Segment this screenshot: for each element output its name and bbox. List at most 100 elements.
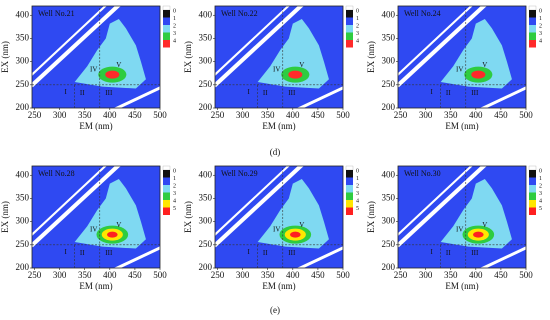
y-tick-label: 350 <box>199 33 213 43</box>
x-tick-label: 350 <box>78 270 92 280</box>
plot-frame <box>31 165 161 269</box>
colorbar-top <box>162 5 171 11</box>
y-tick-label: 400 <box>199 9 213 19</box>
plot-frame <box>214 165 344 269</box>
x-tick-label: 500 <box>153 270 167 280</box>
colorbar-label: 2 <box>539 23 542 29</box>
region-label: III <box>288 249 296 257</box>
x-tick-label: 350 <box>444 270 458 280</box>
colorbar-cell <box>529 40 536 48</box>
colorbar-cell <box>529 25 536 33</box>
colorbar-label: 1 <box>356 16 359 22</box>
region-label: IV <box>90 226 97 234</box>
colorbar-label: 1 <box>173 176 176 182</box>
y-tick-label: 350 <box>16 33 30 43</box>
y-tick-label: 300 <box>382 56 396 66</box>
scatter-band <box>398 166 487 248</box>
plot-area <box>32 6 160 108</box>
colorbar-label: 4 <box>539 38 542 44</box>
region-label: IV <box>456 66 463 74</box>
x-tick-label: 400 <box>103 270 117 280</box>
chart-title: Well No.29 <box>221 169 258 178</box>
colorbar-label: 3 <box>539 191 542 197</box>
y-tick-label: 200 <box>382 262 396 272</box>
colorbar-cell <box>163 200 170 208</box>
y-tick-label: 200 <box>16 102 30 112</box>
colorbar-label: 0 <box>356 168 359 174</box>
region-label: IV <box>90 66 97 74</box>
colorbar-label: 2 <box>356 183 359 189</box>
colorbar-label: 4 <box>356 198 359 204</box>
x-tick-label: 300 <box>419 110 433 120</box>
colorbar-label: 0 <box>356 8 359 14</box>
y-tick-label: 200 <box>199 102 213 112</box>
colorbar-cell <box>529 207 536 215</box>
colorbar-cell <box>346 185 353 193</box>
colorbar-label: 4 <box>356 38 359 44</box>
y-tick-label: 350 <box>16 193 30 203</box>
x-tick-label: 250 <box>211 110 225 120</box>
colorbar-label: 4 <box>539 198 542 204</box>
x-tick-label: 400 <box>286 270 300 280</box>
x-axis-label: EM (nm) <box>79 281 112 291</box>
x-tick-label: 300 <box>236 270 250 280</box>
plot-area <box>215 6 343 108</box>
scatter-band <box>215 6 304 88</box>
scatter-band <box>113 86 160 108</box>
x-tick-label: 450 <box>494 110 508 120</box>
y-tick-label: 250 <box>16 79 30 89</box>
y-tick-label: 300 <box>16 56 30 66</box>
scatter-band <box>479 246 526 268</box>
colorbar-cell <box>529 200 536 208</box>
x-tick-label: 450 <box>311 270 325 280</box>
x-tick-label: 450 <box>311 110 325 120</box>
x-tick-label: 350 <box>261 110 275 120</box>
colorbar-cell <box>346 25 353 33</box>
y-tick-label: 250 <box>382 239 396 249</box>
x-tick-label: 350 <box>444 110 458 120</box>
plot-frame <box>397 5 527 109</box>
y-tick-label: 250 <box>16 239 30 249</box>
plot-frame <box>31 5 161 109</box>
colorbar-cell <box>163 40 170 48</box>
plot-area <box>32 166 160 268</box>
colorbar-cell <box>163 185 170 193</box>
scatter-band <box>479 86 526 108</box>
x-tick-label: 500 <box>336 270 350 280</box>
colorbar-label: 0 <box>173 8 176 14</box>
y-tick-label: 400 <box>382 9 396 19</box>
plot-area <box>398 166 526 268</box>
chart-title: Well No.28 <box>38 169 75 178</box>
x-tick-label: 250 <box>394 270 408 280</box>
x-tick-label: 350 <box>78 110 92 120</box>
y-axis-label: EX (nm) <box>366 41 376 73</box>
colorbar-label: 1 <box>539 176 542 182</box>
colorbar-cell <box>529 177 536 185</box>
colorbar-label: 0 <box>539 168 542 174</box>
colorbar-cell <box>346 10 353 18</box>
colorbar-cell <box>163 170 170 178</box>
region-label: IV <box>273 66 280 74</box>
y-axis-label: EX (nm) <box>0 201 10 233</box>
x-tick-label: 500 <box>519 110 533 120</box>
x-axis-label: EM (nm) <box>262 121 295 131</box>
plot-area <box>215 166 343 268</box>
colorbar-cell <box>346 207 353 215</box>
region-label: V <box>482 221 487 229</box>
scatter-band <box>296 246 343 268</box>
region-label: II <box>446 249 451 257</box>
y-tick-label: 200 <box>199 262 213 272</box>
scatter-band <box>32 6 107 76</box>
plot-frame <box>214 5 344 109</box>
x-tick-label: 450 <box>494 270 508 280</box>
region-label: V <box>116 221 121 229</box>
y-tick-label: 350 <box>382 33 396 43</box>
level-area <box>471 70 486 79</box>
colorbar-top <box>528 165 537 171</box>
y-axis-label: EX (nm) <box>0 41 10 73</box>
y-tick-label: 200 <box>16 262 30 272</box>
colorbar-cell <box>163 10 170 18</box>
